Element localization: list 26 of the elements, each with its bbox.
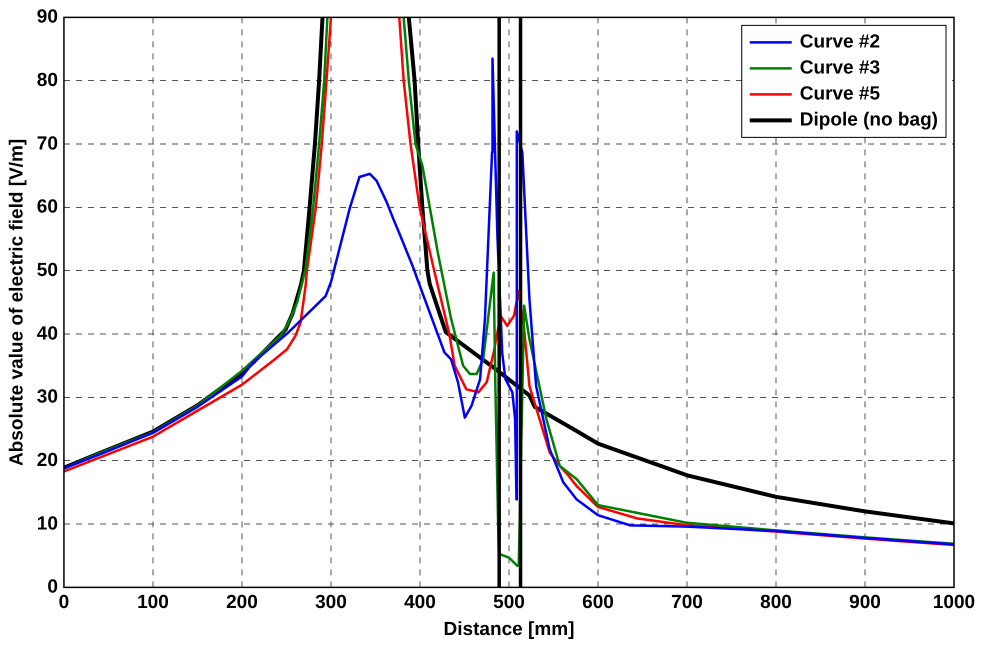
x-tick-label: 800 xyxy=(760,592,792,614)
x-tick-label: 300 xyxy=(315,592,347,614)
x-tick-label: 900 xyxy=(849,592,881,614)
y-tick-label: 80 xyxy=(36,70,58,91)
x-tick-label: 700 xyxy=(671,592,703,614)
y-tick-label: 70 xyxy=(36,133,58,154)
y-tick-label: 60 xyxy=(36,196,58,218)
legend-label: Curve #5 xyxy=(800,84,880,105)
y-axis-title: Absolute value of electric field [V/m] xyxy=(6,138,28,466)
legend-label: Curve #3 xyxy=(800,58,880,79)
y-tick-label: 20 xyxy=(36,450,58,471)
y-tick-label: 30 xyxy=(36,386,58,408)
x-tick-label: 500 xyxy=(493,592,525,614)
y-tick-label: 0 xyxy=(47,576,58,598)
x-axis-title: Distance [mm] xyxy=(444,618,574,640)
y-tick-label: 10 xyxy=(36,513,58,534)
legend-label: Curve #2 xyxy=(800,32,880,53)
legend-label: Dipole (no bag) xyxy=(800,110,938,131)
y-tick-label: 90 xyxy=(36,6,58,28)
x-tick-label: 400 xyxy=(404,592,436,614)
x-tick-label: 100 xyxy=(137,592,169,614)
x-tick-label: 200 xyxy=(226,592,258,614)
x-tick-label: 1000 xyxy=(932,592,976,614)
y-tick-label: 40 xyxy=(36,323,58,344)
x-tick-label: 600 xyxy=(582,592,614,614)
y-tick-label: 50 xyxy=(36,260,58,281)
